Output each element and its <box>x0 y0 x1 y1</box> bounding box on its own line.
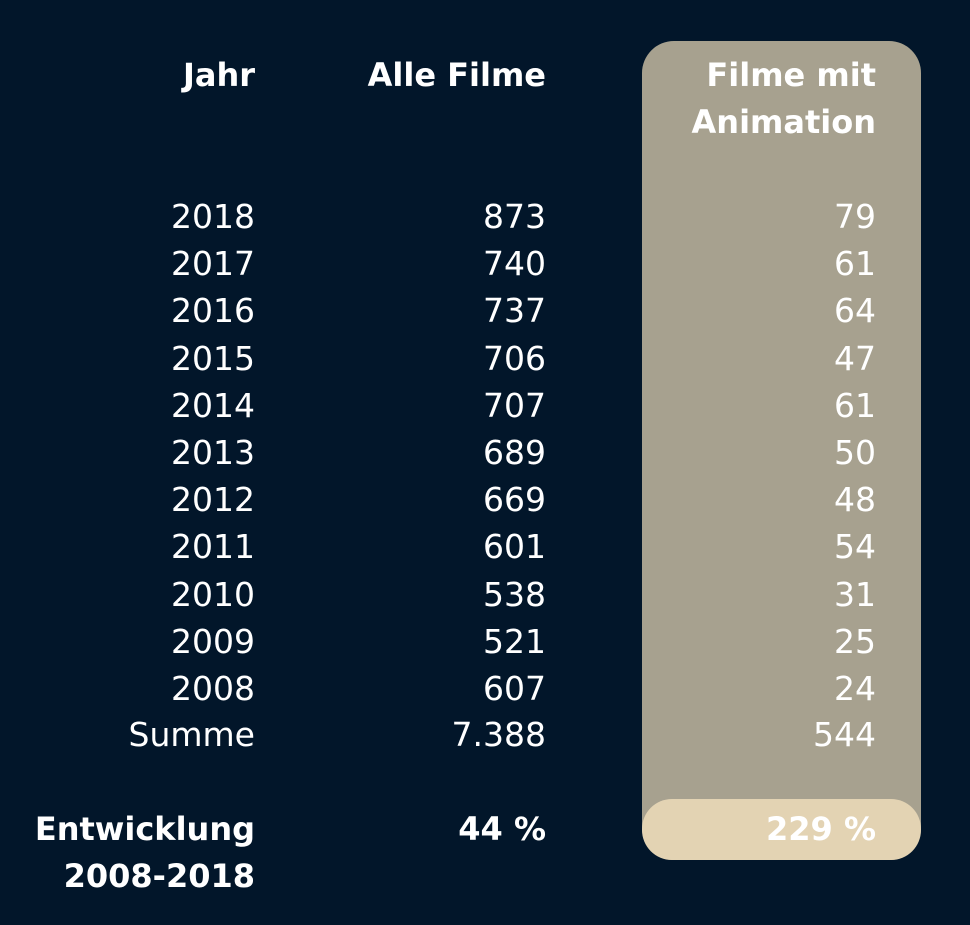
year-cell: 2012 <box>171 480 255 520</box>
all-films-cell: 607 <box>483 669 546 708</box>
all-films-cell: 706 <box>483 338 546 378</box>
year-cell: 2017 <box>171 244 255 284</box>
year-cell: 2013 <box>171 433 255 472</box>
animation-cell: 61 <box>834 244 876 284</box>
year-cell: 2015 <box>171 338 255 378</box>
year-cell: 2014 <box>171 385 255 425</box>
animation-cell: 31 <box>834 574 876 614</box>
year-cell: 2016 <box>171 291 255 331</box>
sum-animation: 544 <box>813 715 876 754</box>
sum-all-films: 7.388 <box>451 715 546 754</box>
development-label-line1: Entwicklung <box>34 810 255 848</box>
all-films-cell: 538 <box>483 574 546 614</box>
header-all-films: Alle Filme <box>367 56 546 94</box>
animation-column-highlight <box>642 41 921 860</box>
animation-cell: 64 <box>834 291 876 331</box>
animation-cell: 47 <box>834 338 876 378</box>
all-films-cell: 873 <box>483 197 546 236</box>
year-cell: 2011 <box>171 527 255 567</box>
year-cell: 2009 <box>171 621 255 661</box>
year-cell: 2018 <box>171 197 255 236</box>
animation-cell: 48 <box>834 480 876 520</box>
animation-cell: 54 <box>834 527 876 567</box>
header-year: Jahr <box>182 56 255 94</box>
development-label-line2: 2008-2018 <box>63 857 255 895</box>
development-all-films: 44 % <box>458 810 546 848</box>
all-films-cell: 689 <box>483 433 546 472</box>
year-cell: 2008 <box>171 669 255 708</box>
animation-cell: 61 <box>834 385 876 425</box>
all-films-cell: 521 <box>483 621 546 661</box>
header-animation-line1: Filme mit <box>706 56 876 94</box>
year-cell: 2010 <box>171 574 255 614</box>
all-films-cell: 707 <box>483 385 546 425</box>
all-films-cell: 669 <box>483 480 546 520</box>
all-films-cell: 601 <box>483 527 546 567</box>
sum-label: Summe <box>128 715 255 754</box>
all-films-cell: 740 <box>483 244 546 284</box>
animation-cell: 79 <box>834 197 876 236</box>
animation-cell: 24 <box>834 669 876 708</box>
animation-total-highlight <box>642 799 921 860</box>
all-films-cell: 737 <box>483 291 546 331</box>
animation-cell: 25 <box>834 621 876 661</box>
header-animation-line2: Animation <box>691 103 876 141</box>
animation-cell: 50 <box>834 433 876 472</box>
development-animation: 229 % <box>766 810 876 848</box>
